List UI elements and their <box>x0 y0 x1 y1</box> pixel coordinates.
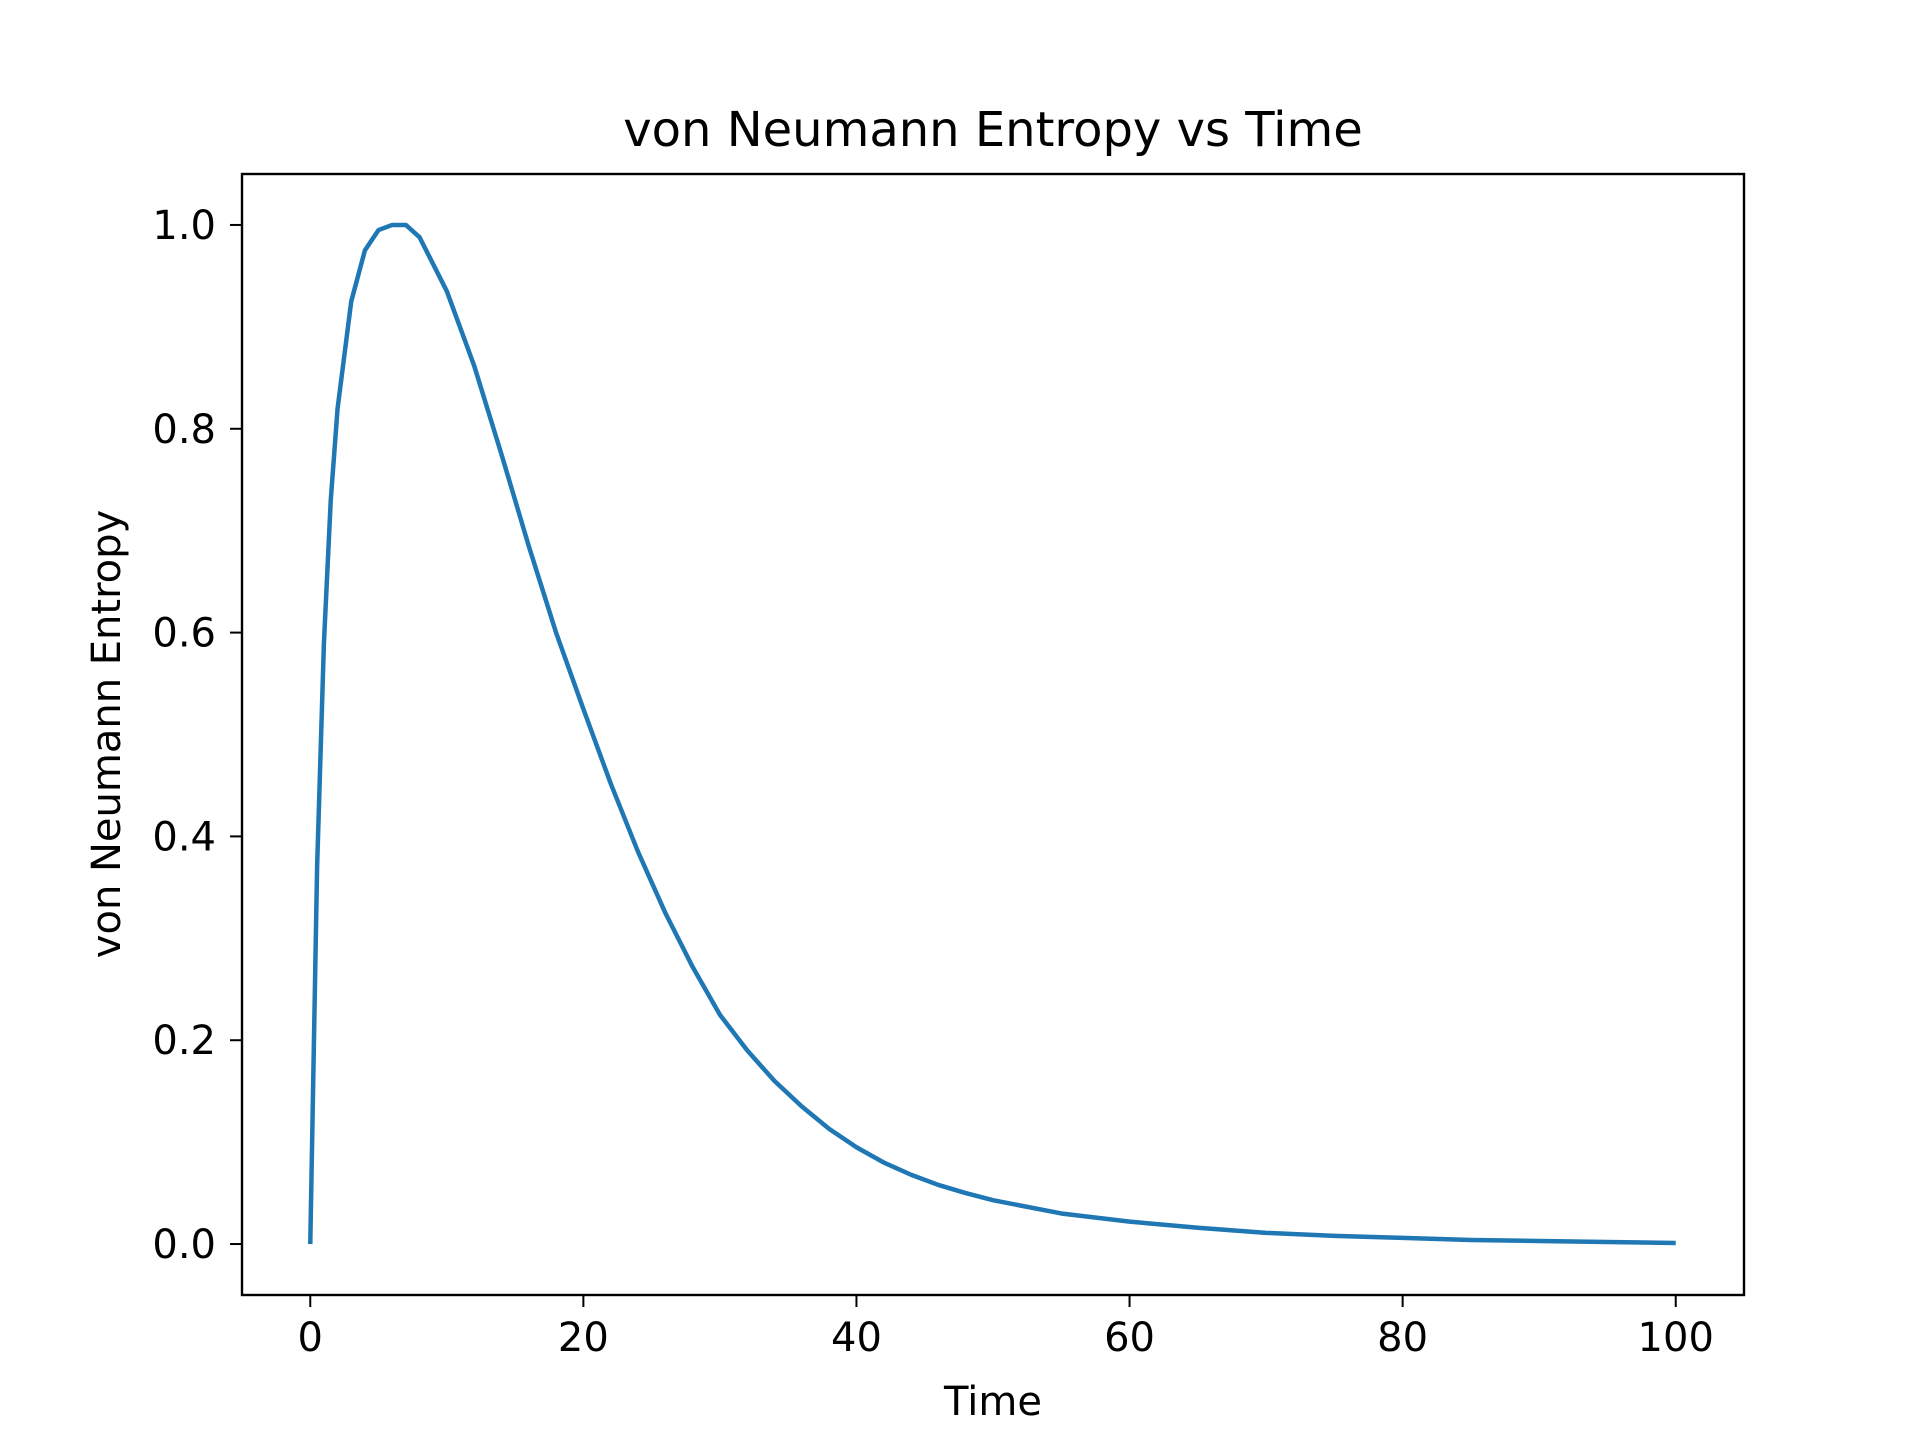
x-tick-label: 100 <box>1638 1315 1714 1361</box>
y-tick-label: 1.0 <box>152 203 216 249</box>
chart-title: von Neumann Entropy vs Time <box>623 102 1362 158</box>
series-line-0 <box>308 222 1676 1246</box>
x-tick-label: 20 <box>558 1315 609 1361</box>
y-tick-label: 0.0 <box>152 1222 216 1268</box>
x-axis: 0 20 40 60 80 100 <box>298 1295 1714 1361</box>
x-tick-label: 0 <box>298 1315 323 1361</box>
y-tick-label: 0.6 <box>152 611 216 657</box>
x-axis-title: Time <box>943 1379 1042 1425</box>
y-tick-label: 0.8 <box>152 407 216 453</box>
plot-frame <box>240 172 1746 1297</box>
x-tick-label: 80 <box>1377 1315 1428 1361</box>
y-tick-label: 0.2 <box>152 1018 216 1064</box>
y-axis: 0.0 0.2 0.4 0.6 0.8 1.0 <box>152 203 242 1268</box>
y-tick-label: 0.4 <box>152 814 216 860</box>
plot-area <box>308 222 1676 1246</box>
x-tick-label: 60 <box>1104 1315 1155 1361</box>
x-tick-label: 40 <box>831 1315 882 1361</box>
y-axis-title: von Neumann Entropy <box>84 510 130 958</box>
